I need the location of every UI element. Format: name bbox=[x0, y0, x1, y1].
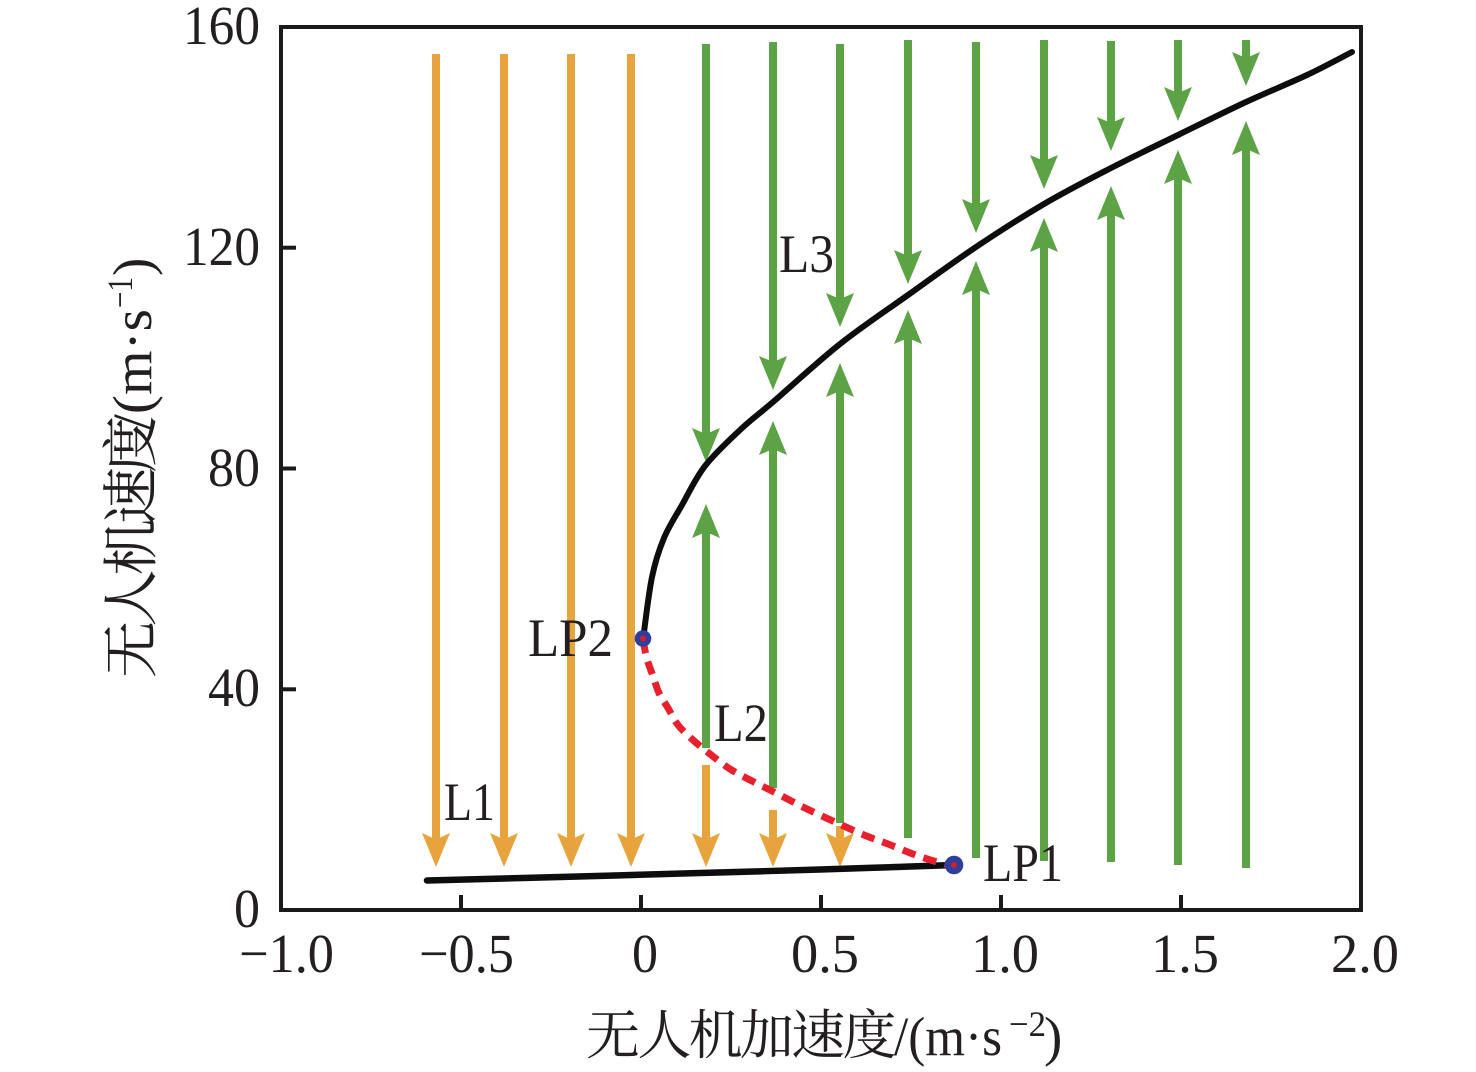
svg-text:LP2: LP2 bbox=[528, 608, 613, 668]
svg-text:): ) bbox=[1044, 1006, 1062, 1067]
svg-text:/(m·s: /(m·s bbox=[102, 309, 163, 430]
svg-text:L2: L2 bbox=[714, 693, 768, 753]
svg-text:LP1: LP1 bbox=[983, 833, 1063, 893]
svg-text:0: 0 bbox=[234, 878, 260, 939]
svg-text:120: 120 bbox=[183, 216, 260, 277]
svg-text:40: 40 bbox=[208, 657, 260, 718]
svg-text:−1.0: −1.0 bbox=[239, 923, 334, 984]
svg-text:): ) bbox=[102, 258, 163, 276]
svg-text:−1: −1 bbox=[100, 277, 140, 308]
svg-text:0.5: 0.5 bbox=[791, 923, 859, 984]
svg-text:0: 0 bbox=[632, 923, 658, 984]
svg-text:/(m·s: /(m·s bbox=[894, 1006, 1002, 1067]
svg-text:−2: −2 bbox=[1009, 1004, 1046, 1044]
svg-text:−0.5: −0.5 bbox=[419, 923, 514, 984]
svg-text:80: 80 bbox=[208, 437, 260, 498]
svg-text:1.0: 1.0 bbox=[971, 923, 1039, 984]
svg-text:160: 160 bbox=[183, 0, 260, 56]
svg-text:L3: L3 bbox=[779, 224, 834, 284]
svg-text:2.0: 2.0 bbox=[1331, 923, 1399, 984]
svg-text:1.5: 1.5 bbox=[1151, 923, 1219, 984]
svg-text:L1: L1 bbox=[444, 772, 495, 832]
